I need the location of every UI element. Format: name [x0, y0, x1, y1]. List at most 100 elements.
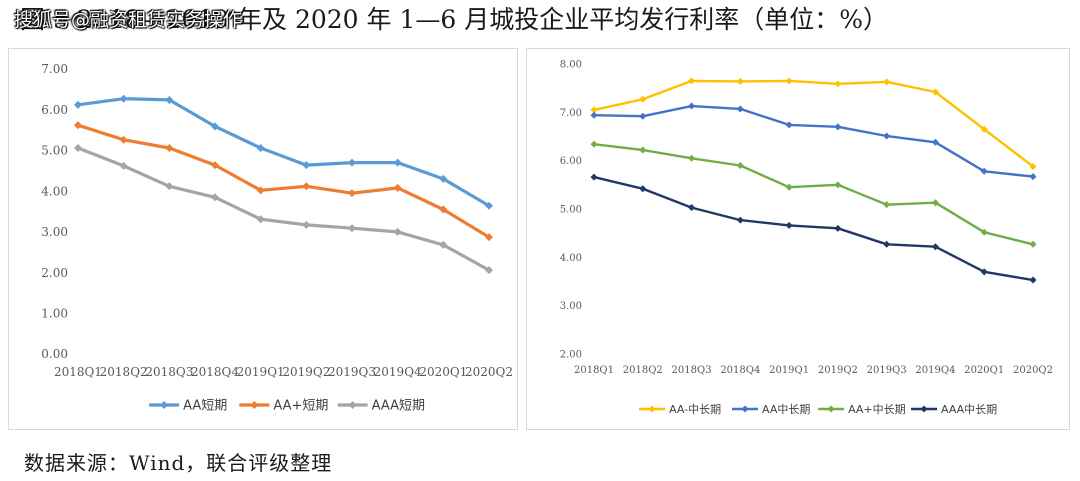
x-tick-label: 2019Q4 — [915, 365, 955, 376]
data-point — [639, 146, 647, 154]
y-tick-label: 3.00 — [560, 301, 582, 312]
series-1 — [74, 121, 493, 242]
x-tick-label: 2018Q4 — [191, 365, 239, 379]
data-point — [688, 77, 696, 85]
y-tick-label: 2.00 — [41, 266, 68, 280]
data-point — [165, 182, 174, 191]
data-point — [785, 121, 793, 129]
x-tick-label: 2018Q1 — [574, 365, 614, 376]
data-point — [119, 94, 128, 103]
data-point — [302, 161, 311, 170]
x-tick-label: 2018Q2 — [100, 365, 148, 379]
data-point — [980, 167, 988, 175]
data-point — [883, 78, 891, 86]
data-point — [688, 154, 696, 162]
data-point — [119, 161, 128, 170]
x-tick-label: 2020Q2 — [1013, 365, 1053, 376]
series-line — [592, 79, 1035, 168]
y-tick-label: 1.00 — [41, 306, 68, 320]
data-point — [980, 228, 988, 236]
data-point — [348, 158, 356, 167]
data-point — [785, 183, 793, 191]
data-point — [1029, 162, 1037, 170]
y-tick-label: 0.00 — [41, 347, 68, 361]
x-tick-label: 2018Q2 — [623, 365, 663, 376]
y-tick-label: 6.00 — [560, 156, 582, 167]
series-2 — [74, 143, 493, 275]
series-line — [592, 142, 1035, 246]
y-tick-label: 7.00 — [41, 62, 68, 76]
data-point — [736, 216, 744, 224]
data-point — [1029, 276, 1037, 284]
data-point — [256, 186, 265, 195]
data-point — [256, 143, 265, 152]
x-tick-label: 2018Q3 — [145, 365, 193, 379]
data-point — [834, 80, 842, 88]
left-line-chart: 0.001.002.003.004.005.006.007.002018Q120… — [41, 62, 513, 414]
series-3 — [590, 173, 1037, 284]
legend-marker — [348, 401, 357, 409]
data-point — [393, 158, 402, 167]
y-tick-label: 7.00 — [560, 108, 582, 119]
legend-label: AAA短期 — [372, 399, 425, 414]
y-tick-label: 2.00 — [560, 350, 582, 361]
y-tick-label: 4.00 — [41, 184, 68, 198]
data-point — [834, 123, 842, 131]
data-point — [883, 201, 891, 209]
data-point — [348, 224, 356, 233]
series-line — [592, 175, 1035, 282]
x-tick-label: 2019Q1 — [237, 365, 285, 379]
data-point — [211, 161, 219, 170]
data-point — [980, 268, 988, 276]
data-point — [883, 132, 891, 140]
x-tick-label: 2018Q4 — [720, 365, 760, 376]
legend-item: AA中长期 — [731, 403, 810, 416]
data-point — [393, 227, 402, 236]
data-point — [931, 138, 939, 146]
data-point — [393, 183, 402, 192]
data-point — [119, 135, 128, 144]
data-point — [1029, 173, 1037, 181]
legend-label: AA中长期 — [762, 403, 810, 416]
data-point — [302, 220, 311, 229]
x-tick-label: 2019Q4 — [374, 365, 422, 379]
x-tick-label: 2019Q1 — [769, 365, 809, 376]
legend-item: AA-中长期 — [639, 403, 721, 416]
data-point — [74, 100, 82, 109]
left-chart-panel: 0.00 1.00 2.00 3.00 4.00 5.00 6.00 7.00 2018Q1 20… — [8, 48, 518, 430]
data-point — [834, 224, 842, 232]
data-point — [165, 143, 174, 152]
data-point — [736, 77, 744, 85]
data-point — [439, 205, 448, 214]
data-point — [485, 201, 493, 210]
data-source-note: 数据来源：Wind，联合评级整理 — [24, 451, 333, 475]
x-tick-label: 2019Q2 — [818, 365, 858, 376]
x-tick-label: 2018Q1 — [54, 365, 102, 379]
data-point — [590, 140, 598, 148]
right-line-chart: 2.00 3.00 4.00 5.00 6.00 7.00 8.00 2018Q1 2018Q2… — [560, 60, 1053, 416]
data-point — [785, 221, 793, 229]
series-line — [76, 123, 491, 239]
data-point — [590, 106, 598, 114]
series-2 — [590, 140, 1037, 248]
x-tick-label: 2019Q2 — [282, 365, 330, 379]
x-tick-label: 2020Q1 — [964, 365, 1004, 376]
legend-item: AA+短期 — [239, 399, 328, 414]
legend-marker — [920, 405, 928, 413]
legend-item: AA短期 — [149, 399, 227, 414]
data-point — [590, 111, 598, 119]
y-tick-label: 4.00 — [560, 253, 582, 264]
x-tick-label: 2020Q2 — [465, 365, 513, 379]
x-tick-label: 2018Q3 — [672, 365, 712, 376]
y-tick-label: 5.00 — [560, 205, 582, 216]
series-line — [76, 97, 491, 208]
legend-marker — [648, 405, 656, 413]
legend-label: AA短期 — [183, 399, 227, 414]
legend-label: AA-中长期 — [669, 403, 721, 416]
data-point — [439, 240, 448, 249]
data-point — [785, 77, 793, 85]
data-point — [211, 193, 219, 202]
data-point — [883, 240, 891, 248]
legend-marker — [741, 405, 749, 413]
data-point — [980, 125, 988, 133]
